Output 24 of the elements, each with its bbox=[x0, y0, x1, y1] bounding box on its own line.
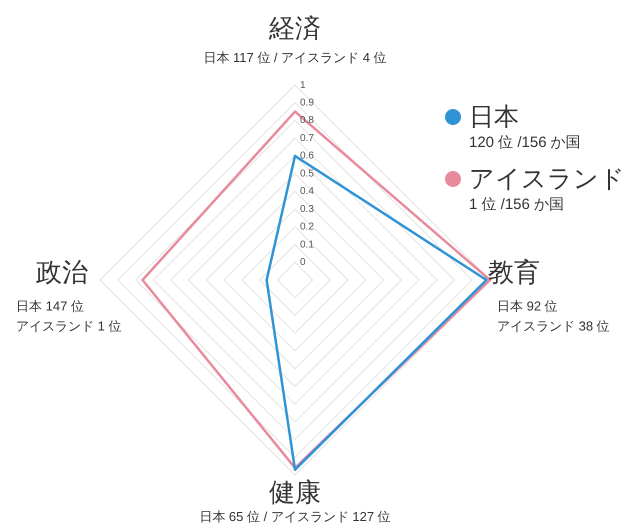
spoke-label: 健康 bbox=[269, 477, 321, 508]
y-tick-label: 0.2 bbox=[300, 222, 314, 233]
text: アイスランド 1 位 bbox=[16, 318, 122, 334]
y-tick-label: 0.5 bbox=[300, 168, 314, 180]
text: 日本 147 位 bbox=[16, 298, 84, 314]
text: アイスランド 38 位 bbox=[497, 318, 610, 334]
spoke-label: 教育 bbox=[488, 257, 540, 288]
text: 日本 65 位 / アイスランド 127 位 bbox=[199, 509, 391, 524]
text: 1 位 /156 か国 bbox=[469, 195, 566, 214]
y-tick-label: 0.1 bbox=[300, 239, 314, 250]
spoke-label: 政治 bbox=[36, 257, 88, 288]
y-tick-label: 1 bbox=[300, 80, 306, 91]
y-tick-label: 0.4 bbox=[300, 186, 314, 198]
text: 日本 92 位 bbox=[497, 298, 558, 314]
y-tick-label: 0.7 bbox=[300, 132, 314, 144]
legend-label: アイスランド bbox=[469, 164, 625, 195]
y-tick-label: 0.9 bbox=[300, 97, 314, 108]
text: 日本 117 位 / アイスランド 4 位 bbox=[203, 50, 387, 66]
legend-label: 日本 bbox=[469, 102, 519, 133]
y-tick-label: 0.6 bbox=[300, 150, 314, 162]
text: 120 位 /156 か国 bbox=[469, 133, 582, 152]
y-tick-label: 0 bbox=[300, 257, 306, 268]
y-tick-label: 0.3 bbox=[300, 204, 314, 215]
spoke-label: 経済 bbox=[268, 13, 321, 44]
